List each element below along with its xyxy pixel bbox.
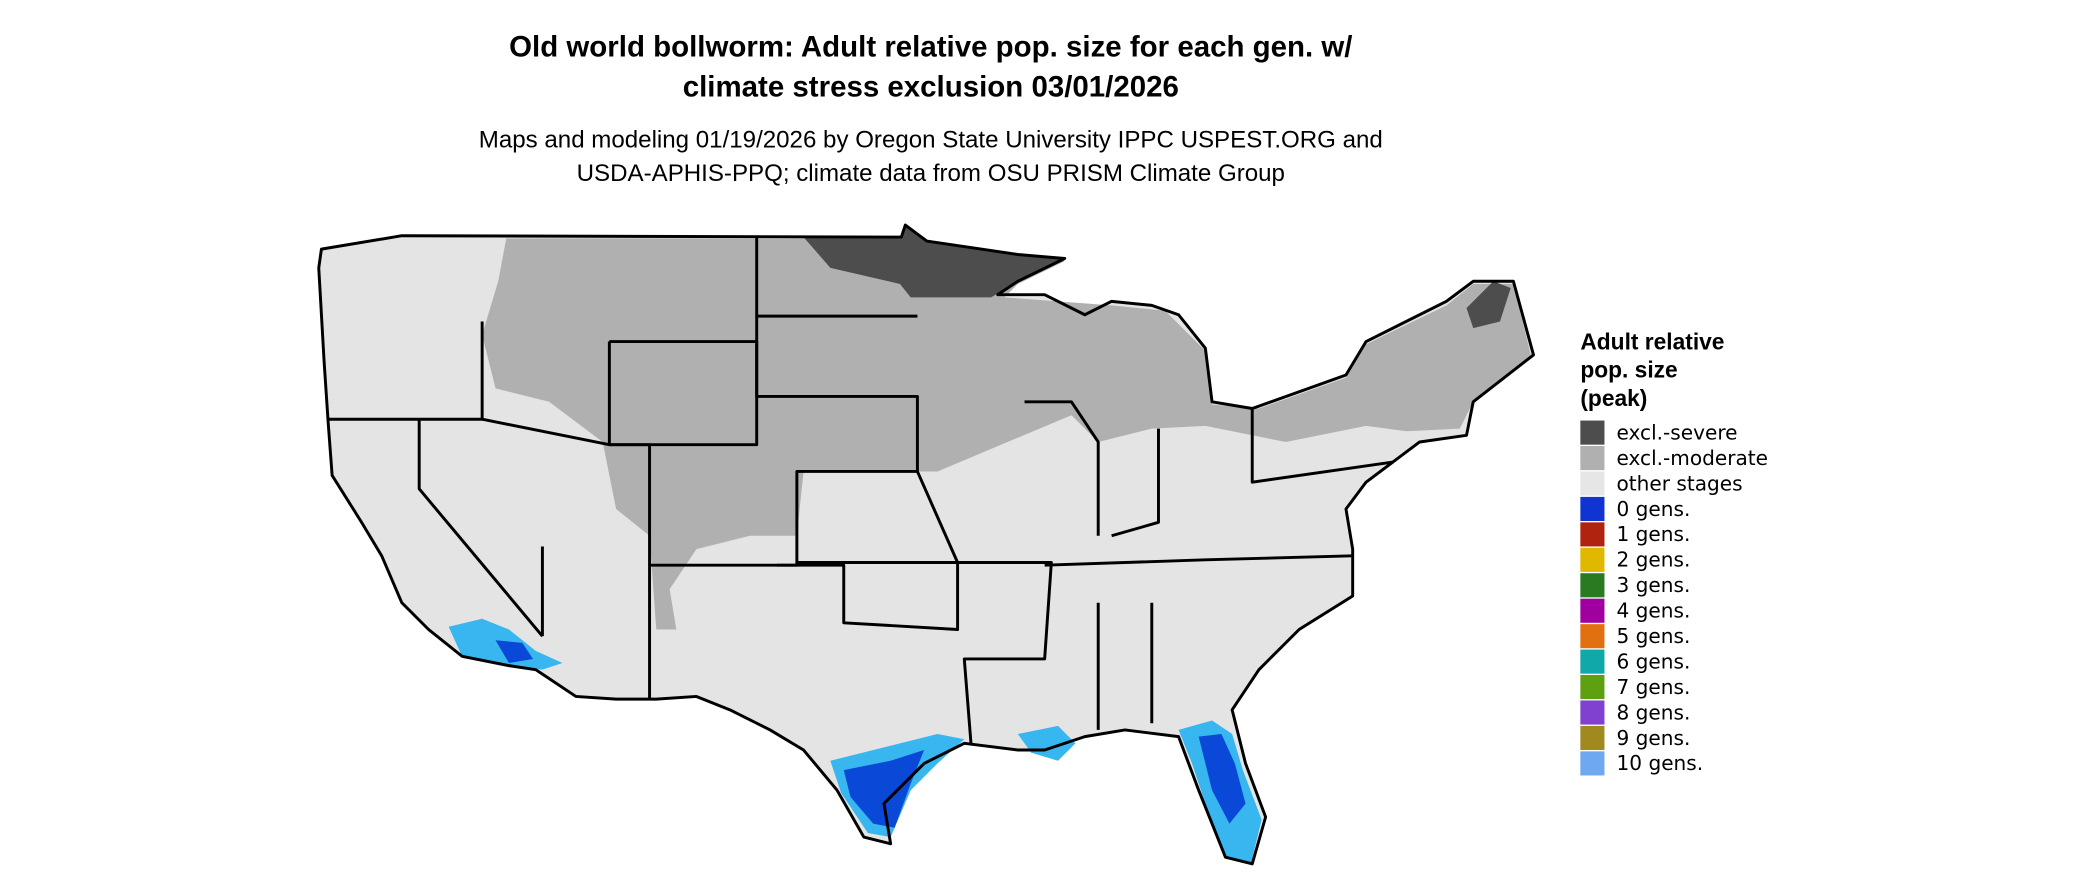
legend-label: 7 gens. bbox=[1617, 675, 1691, 699]
legend-swatch bbox=[1580, 675, 1605, 700]
subtitle: USDA-APHIS-PPQ; climate data from OSU PR… bbox=[577, 160, 1285, 187]
legend-title: pop. size bbox=[1580, 357, 1677, 383]
legend-swatch bbox=[1580, 471, 1605, 496]
legend-label: 9 gens. bbox=[1617, 726, 1691, 750]
legend-swatch bbox=[1580, 751, 1605, 776]
legend-label: 1 gens. bbox=[1617, 522, 1691, 546]
legend-swatch bbox=[1580, 624, 1605, 649]
legend-swatch bbox=[1580, 649, 1605, 674]
legend: Adult relative pop. size (peak) excl.-se… bbox=[1580, 329, 1768, 776]
legend-label: 3 gens. bbox=[1617, 573, 1691, 597]
legend-swatch bbox=[1580, 547, 1605, 572]
legend-title: Adult relative bbox=[1580, 329, 1724, 355]
title: climate stress exclusion 03/01/2026 bbox=[683, 70, 1179, 103]
legend-label: 0 gens. bbox=[1617, 497, 1691, 521]
legend-label: excl.-moderate bbox=[1617, 446, 1769, 470]
legend-swatch bbox=[1580, 420, 1605, 445]
legend-swatch bbox=[1580, 700, 1605, 725]
legend-title: (peak) bbox=[1580, 385, 1647, 411]
legend-label: 10 gens. bbox=[1617, 751, 1704, 775]
legend-label: excl.-severe bbox=[1617, 420, 1738, 444]
legend-swatch bbox=[1580, 725, 1605, 751]
legend-label: 2 gens. bbox=[1617, 548, 1691, 572]
subtitle: Maps and modeling 01/19/2026 by Oregon S… bbox=[479, 126, 1383, 153]
legend-swatch bbox=[1580, 573, 1605, 598]
legend-swatch bbox=[1580, 522, 1605, 547]
legend-swatch bbox=[1580, 496, 1605, 521]
legend-label: 5 gens. bbox=[1617, 624, 1691, 648]
legend-label: 8 gens. bbox=[1617, 700, 1691, 724]
legend-swatch bbox=[1580, 446, 1605, 471]
legend-swatch bbox=[1580, 598, 1605, 623]
legend-label: other stages bbox=[1617, 471, 1743, 495]
legend-label: 6 gens. bbox=[1617, 649, 1691, 673]
map bbox=[317, 223, 1535, 866]
legend-label: 4 gens. bbox=[1617, 599, 1691, 623]
title: Old world bollworm: Adult relative pop. … bbox=[509, 30, 1352, 63]
